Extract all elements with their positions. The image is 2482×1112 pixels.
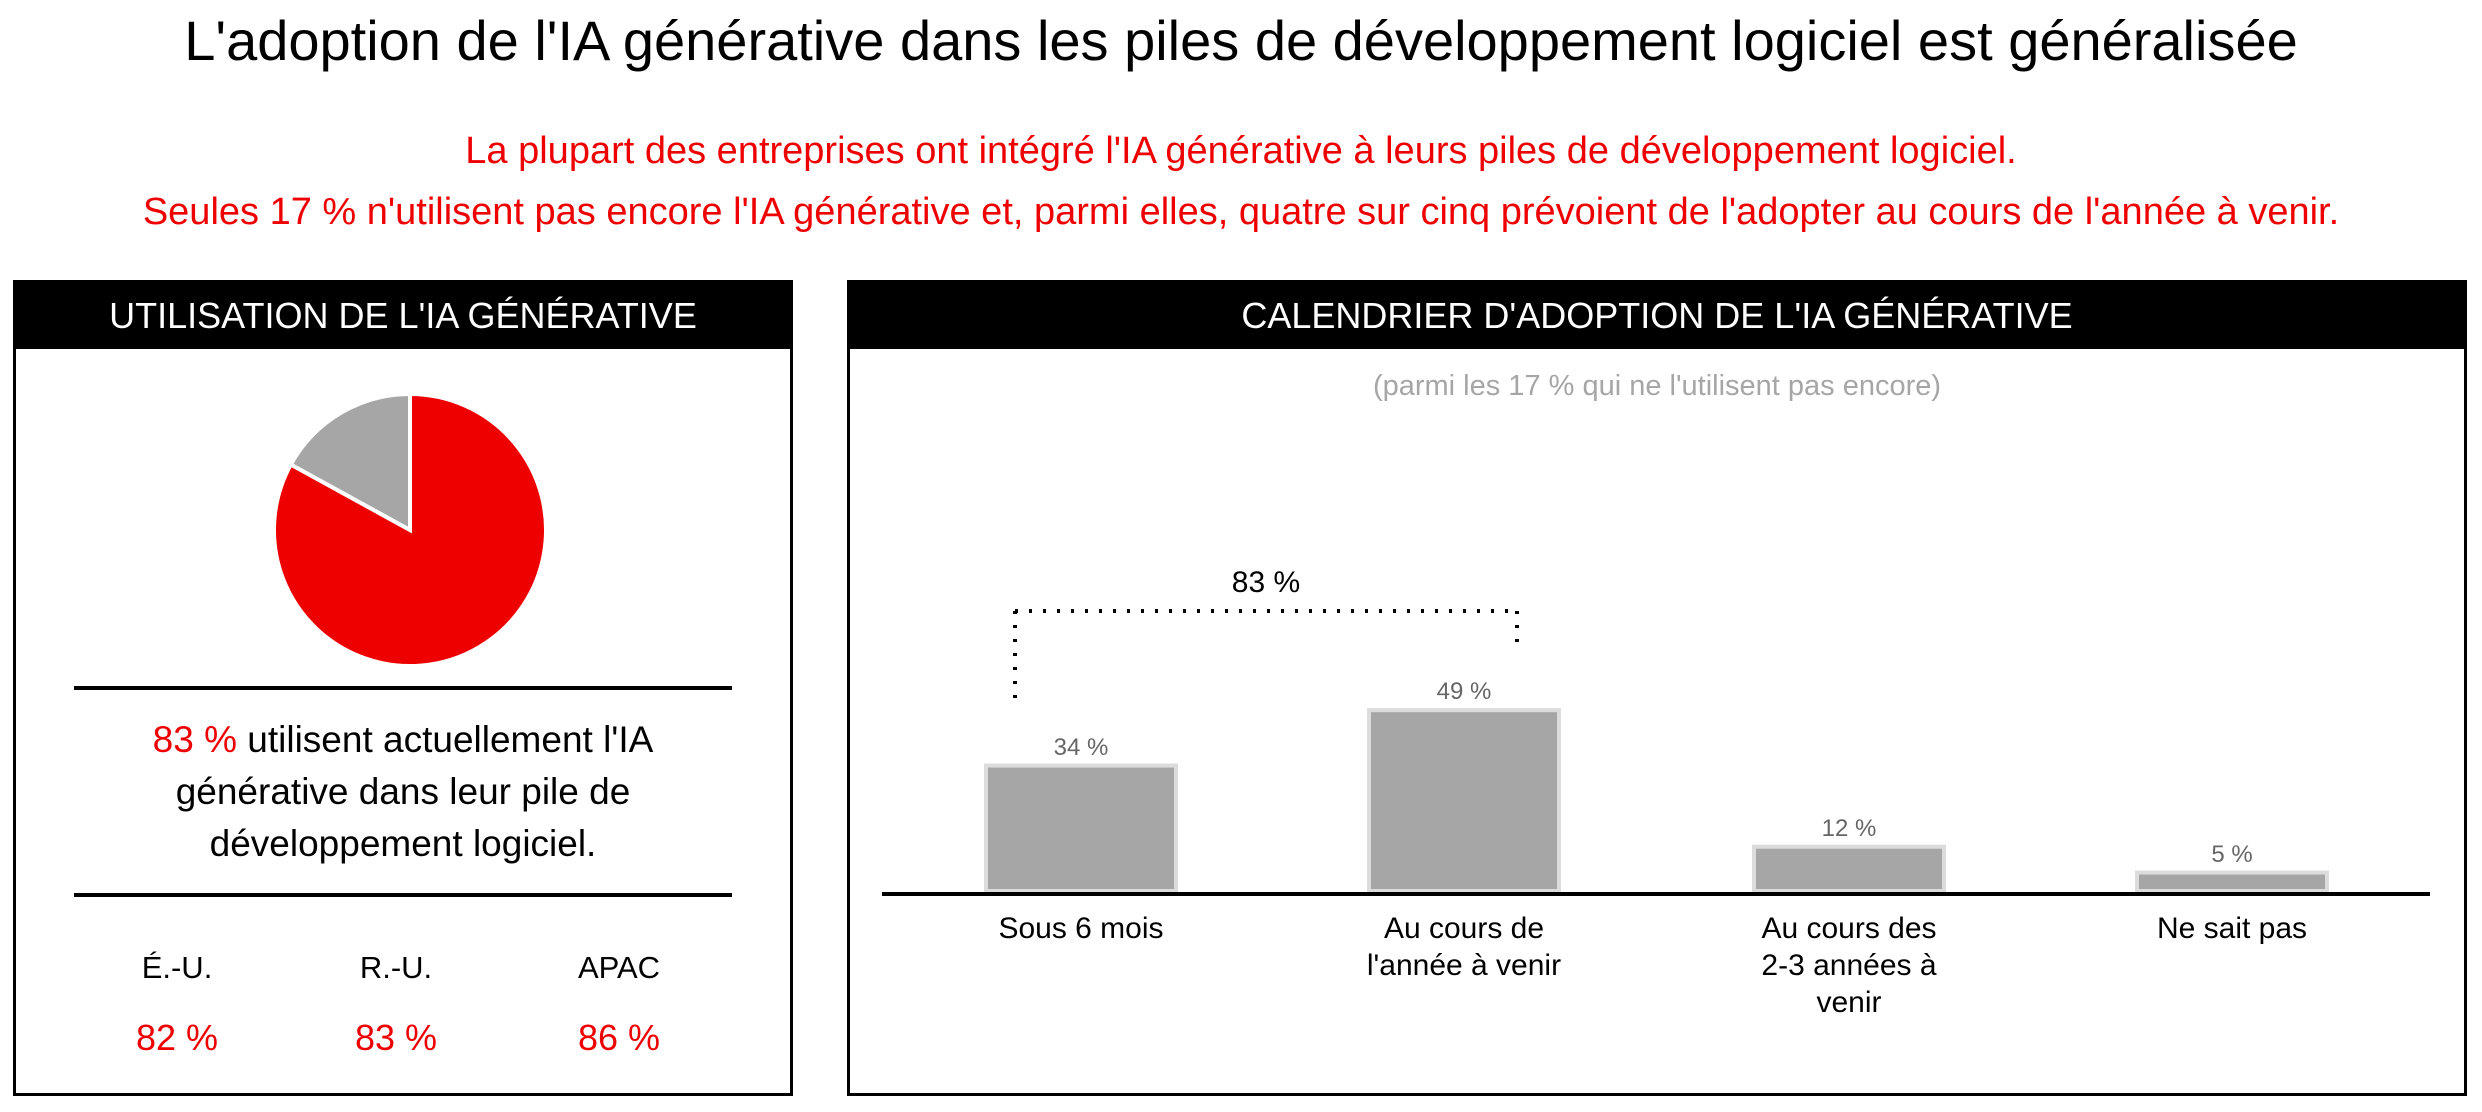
timeline-panel: CALENDRIER D'ADOPTION DE L'IA GÉNÉRATIVE [847,280,2467,1096]
bar-data-label-1: 49 % [1436,678,1492,706]
bar-0 [984,763,1178,893]
pie-slice-1 [288,391,412,534]
bracket-label: 83 % [1231,566,1301,599]
category-label-line: Sous 6 mois [998,912,1164,945]
category-label-line: Ne sait pas [2156,912,2308,945]
usage-panel-header: UTILISATION DE L'IA GÉNÉRATIVE [16,283,790,349]
region-label-us: É.-U. [141,950,213,985]
category-label-line: 2-3 années à [1761,949,1937,982]
category-label-line: Au cours de [1383,912,1545,945]
bar-data-label-2: 12 % [1821,814,1877,842]
subtitle-line-2: Seules 17 % n'utilisent pas encore l'IA … [142,191,2340,233]
bar-data-label-3: 5 % [2211,840,2253,868]
region-value-apac: 86 % [577,1017,661,1058]
region-label-uk: R.-U. [359,950,433,985]
usage-callout-value: 83 % [152,719,237,760]
category-label-3: Ne sait pas [2082,910,2382,947]
bar-data-label-0: 34 % [1053,733,1109,761]
subtitle-line-1: La plupart des entreprises ont intégré l… [465,130,2017,172]
category-label-line: Au cours des [1761,912,1937,945]
usage-pie-chart [272,391,548,668]
divider-bottom [74,893,732,897]
category-label-line: l'année à venir [1366,949,1562,982]
bar-2 [1752,844,1946,893]
bar-1 [1367,708,1561,893]
divider-top [74,686,732,690]
bar-3 [2135,870,2329,893]
bracket-83 [1013,609,1519,702]
category-label-0: Sous 6 mois [931,910,1231,947]
region-value-us: 82 % [135,1017,219,1058]
category-label-line: venir [1816,986,1882,1019]
timeline-note: (parmi les 17 % qui ne l'utilisent pas e… [1372,370,1942,402]
region-value-uk: 83 % [354,1017,438,1058]
region-label-apac: APAC [577,950,661,985]
usage-callout: 83 % utilisent actuellement l'IA générat… [80,714,726,870]
page-title: L'adoption de l'IA générative dans les p… [184,9,2298,72]
timeline-panel-header: CALENDRIER D'ADOPTION DE L'IA GÉNÉRATIVE [850,283,2464,349]
category-label-2: Au cours des 2-3 années à venir [1699,910,1999,1021]
category-label-1: Au cours de l'année à venir [1314,910,1614,984]
usage-callout-text: utilisent actuellement l'IA générative d… [175,719,654,864]
